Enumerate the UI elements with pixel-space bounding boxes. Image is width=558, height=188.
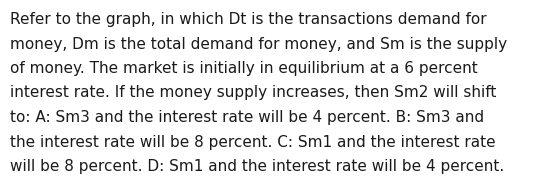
Text: interest rate. If the money supply increases, then Sm2 will shift: interest rate. If the money supply incre…	[10, 86, 497, 101]
Text: Refer to the graph, in which Dt is the transactions demand for: Refer to the graph, in which Dt is the t…	[10, 12, 487, 27]
Text: the interest rate will be 8 percent. C: Sm1 and the interest rate: the interest rate will be 8 percent. C: …	[10, 134, 496, 149]
Text: money, Dm is the total demand for money, and Sm is the supply: money, Dm is the total demand for money,…	[10, 36, 507, 52]
Text: will be 8 percent. D: Sm1 and the interest rate will be 4 percent.: will be 8 percent. D: Sm1 and the intere…	[10, 159, 504, 174]
Text: of money. The market is initially in equilibrium at a 6 percent: of money. The market is initially in equ…	[10, 61, 478, 76]
Text: to: A: Sm3 and the interest rate will be 4 percent. B: Sm3 and: to: A: Sm3 and the interest rate will be…	[10, 110, 484, 125]
